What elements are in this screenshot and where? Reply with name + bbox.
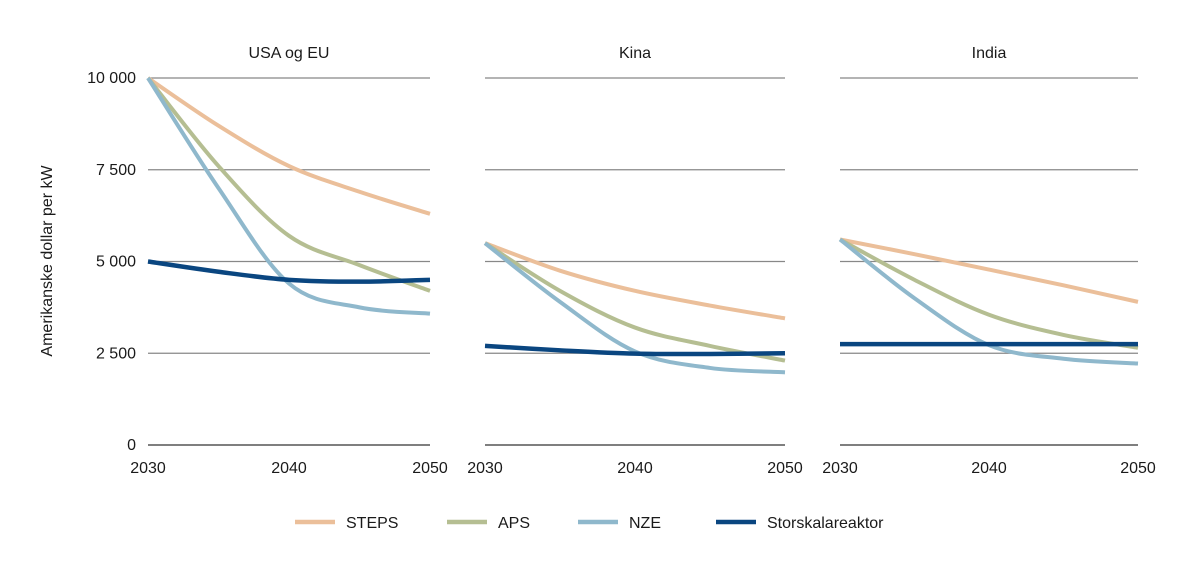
y-tick-label: 7 500 bbox=[96, 162, 136, 179]
x-tick-label: 2050 bbox=[1120, 460, 1156, 477]
y-tick-label: 10 000 bbox=[87, 70, 136, 87]
panel-title: Kina bbox=[619, 45, 651, 62]
panel-0: USA og EU 0 2 500 5 000 7 500 10 000 2030 2040 2… bbox=[87, 45, 448, 477]
x-tick-label: 2040 bbox=[617, 460, 653, 477]
panel-title: India bbox=[972, 45, 1007, 62]
series-line-nze bbox=[146, 76, 431, 316]
legend-label: APS bbox=[498, 515, 530, 532]
legend-label: Storskalareaktor bbox=[767, 515, 884, 532]
series-line-storskalareaktor bbox=[147, 259, 431, 284]
series-line-steps bbox=[146, 76, 431, 216]
x-tick-label: 2030 bbox=[130, 460, 166, 477]
x-tick-label: 2040 bbox=[971, 460, 1007, 477]
y-tick-label: 5 000 bbox=[96, 254, 136, 271]
series-line-aps bbox=[839, 237, 1139, 350]
panel-title: USA og EU bbox=[249, 45, 330, 62]
series-line-aps bbox=[146, 76, 431, 293]
y-tick-label: 2 500 bbox=[96, 345, 136, 362]
legend-label: STEPS bbox=[346, 515, 398, 532]
panel-2: India 2030 2040 2050 bbox=[822, 45, 1156, 477]
x-tick-label: 2050 bbox=[412, 460, 448, 477]
y-axis-label: Amerikanske dollar per kW bbox=[39, 165, 56, 357]
x-tick-label: 2030 bbox=[822, 460, 858, 477]
series-line-steps bbox=[839, 237, 1139, 304]
legend-label: NZE bbox=[629, 515, 661, 532]
panel-1: Kina 2030 2040 2050 bbox=[467, 45, 803, 477]
y-tick-label: 0 bbox=[127, 437, 136, 454]
legend: STEPS APS NZE Storskalareaktor bbox=[295, 515, 884, 532]
series-line-storskalareaktor bbox=[484, 343, 786, 357]
x-tick-label: 2050 bbox=[767, 460, 803, 477]
x-tick-label: 2040 bbox=[271, 460, 307, 477]
x-tick-label: 2030 bbox=[467, 460, 503, 477]
series-line-aps bbox=[483, 241, 786, 363]
series-line-steps bbox=[484, 241, 786, 321]
